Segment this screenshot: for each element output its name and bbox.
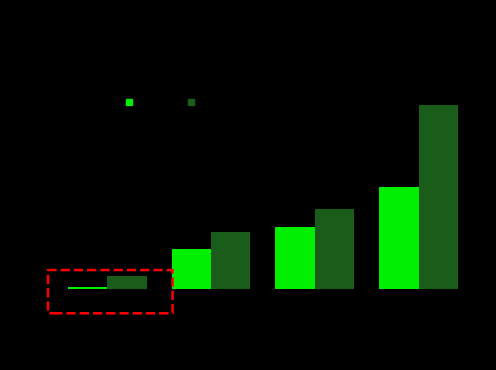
Bar	[172, 249, 211, 289]
Bar	[379, 188, 419, 289]
Bar	[68, 287, 107, 289]
Bar	[275, 227, 315, 289]
Bar	[107, 276, 147, 289]
Bar	[419, 105, 458, 289]
Bar	[211, 232, 250, 289]
Bar	[315, 209, 354, 289]
